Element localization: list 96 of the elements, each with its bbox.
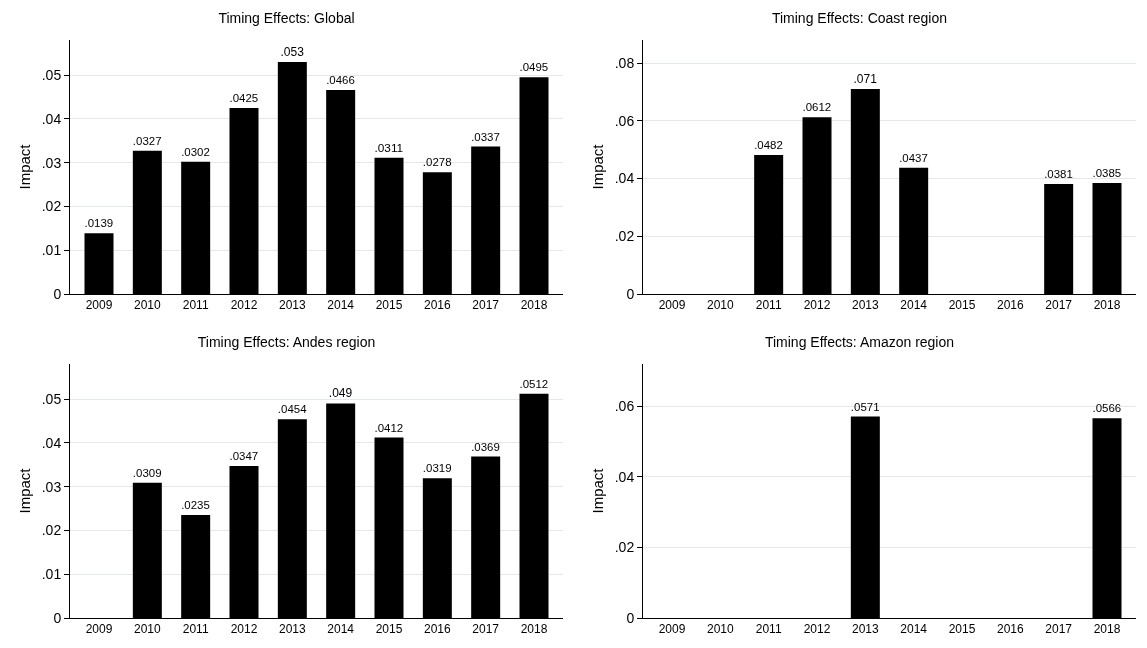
x-tick-label: 2017 xyxy=(472,622,500,637)
x-tick-label: 2015 xyxy=(375,622,403,637)
x-tick-label: 2009 xyxy=(658,622,686,637)
x-tick-label: 2017 xyxy=(1045,622,1073,637)
data-label: .053 xyxy=(280,44,305,59)
x-tick-label: 2011 xyxy=(755,298,782,313)
x-tick-label: 2010 xyxy=(706,298,734,313)
data-label: .0412 xyxy=(374,421,404,434)
data-label: .0327 xyxy=(132,134,162,147)
x-tick-label: 2012 xyxy=(803,622,831,637)
data-label: .0454 xyxy=(277,403,308,416)
x-tick-label: 2018 xyxy=(1093,622,1121,637)
y-tick-label: .06 xyxy=(614,112,635,129)
data-label: .0571 xyxy=(850,400,880,413)
chart-title: Timing Effects: Global xyxy=(218,9,355,26)
data-label: .0566 xyxy=(1092,402,1122,415)
x-tick-label: 2013 xyxy=(851,622,879,637)
x-tick-label: 2012 xyxy=(230,298,258,313)
data-label: .0466 xyxy=(326,74,355,87)
x-tick-label: 2017 xyxy=(1045,298,1073,313)
y-tick-label: .04 xyxy=(41,110,62,127)
data-label: .0302 xyxy=(181,145,210,158)
data-label: .0235 xyxy=(181,499,210,512)
x-tick-label: 2011 xyxy=(182,622,209,637)
y-axis-title: Impact xyxy=(589,467,606,514)
y-tick-label: .02 xyxy=(41,198,62,215)
x-tick-label: 2014 xyxy=(900,298,928,313)
x-tick-label: 2018 xyxy=(520,622,548,637)
chart-title: Timing Effects: Andes region xyxy=(197,333,376,350)
y-tick-label: .05 xyxy=(41,66,62,83)
y-tick-label: 0 xyxy=(626,609,635,626)
chart-title: Timing Effects: Amazon region xyxy=(764,333,955,350)
y-axis-title: Impact xyxy=(16,143,33,190)
y-axis-title: Impact xyxy=(589,143,606,190)
y-tick-label: .03 xyxy=(41,478,62,495)
x-tick-label: 2018 xyxy=(1093,298,1121,313)
x-tick-label: 2017 xyxy=(472,298,500,313)
y-tick-label: .02 xyxy=(41,522,62,539)
y-tick-label: .04 xyxy=(614,170,635,187)
x-tick-label: 2009 xyxy=(658,298,686,313)
y-tick-label: 0 xyxy=(53,609,62,626)
data-label: .0319 xyxy=(422,462,452,475)
y-tick-label: .05 xyxy=(41,390,62,407)
x-tick-label: 2013 xyxy=(851,298,879,313)
data-label: .0612 xyxy=(802,101,832,114)
data-label: .0512 xyxy=(519,377,549,390)
y-axis-title: Impact xyxy=(16,467,33,514)
data-label: .071 xyxy=(853,72,878,87)
x-tick-label: 2016 xyxy=(423,622,451,637)
data-label: .0278 xyxy=(422,156,452,169)
y-tick-label: .06 xyxy=(614,398,635,415)
data-label: .0139 xyxy=(84,217,114,230)
data-label: .0482 xyxy=(754,139,783,152)
data-label: .0425 xyxy=(229,92,259,105)
x-tick-label: 2014 xyxy=(900,622,928,637)
x-tick-label: 2013 xyxy=(278,622,306,637)
data-label: .0347 xyxy=(229,450,259,463)
y-tick-label: .01 xyxy=(41,566,62,583)
y-tick-label: .04 xyxy=(614,468,635,485)
x-tick-label: 2010 xyxy=(133,298,161,313)
x-tick-label: 2011 xyxy=(182,298,209,313)
x-tick-label: 2014 xyxy=(327,622,355,637)
data-label: .0369 xyxy=(471,440,500,453)
x-tick-label: 2013 xyxy=(278,298,306,313)
x-tick-label: 2015 xyxy=(375,298,403,313)
x-tick-label: 2016 xyxy=(996,622,1024,637)
y-tick-label: .04 xyxy=(41,434,62,451)
y-tick-label: .02 xyxy=(614,228,635,245)
x-tick-label: 2016 xyxy=(423,298,451,313)
y-tick-label: .02 xyxy=(614,539,635,556)
x-tick-label: 2009 xyxy=(85,298,113,313)
data-label: .0309 xyxy=(132,466,162,479)
chart-title: Timing Effects: Coast region xyxy=(771,9,948,26)
x-tick-label: 2012 xyxy=(230,622,258,637)
y-tick-label: .08 xyxy=(614,54,635,71)
y-tick-label: .03 xyxy=(41,154,62,171)
data-label: .0495 xyxy=(519,61,549,74)
data-label: .0311 xyxy=(374,140,404,155)
y-tick-label: 0 xyxy=(53,285,62,302)
data-label: .049 xyxy=(328,386,353,401)
x-tick-label: 2010 xyxy=(706,622,734,637)
x-tick-label: 2012 xyxy=(803,298,831,313)
y-tick-label: 0 xyxy=(626,285,635,302)
data-label: .0381 xyxy=(1044,168,1073,181)
data-label: .0337 xyxy=(471,130,500,143)
x-tick-label: 2018 xyxy=(520,298,548,313)
x-tick-label: 2011 xyxy=(755,622,782,637)
x-tick-label: 2009 xyxy=(85,622,113,637)
x-tick-label: 2014 xyxy=(327,298,355,313)
x-tick-label: 2015 xyxy=(948,622,976,637)
y-tick-label: .01 xyxy=(41,242,62,259)
x-tick-label: 2010 xyxy=(133,622,161,637)
x-tick-label: 2016 xyxy=(996,298,1024,313)
data-label: .0437 xyxy=(899,152,928,164)
data-label: .0385 xyxy=(1092,167,1122,180)
x-tick-label: 2015 xyxy=(948,298,976,313)
